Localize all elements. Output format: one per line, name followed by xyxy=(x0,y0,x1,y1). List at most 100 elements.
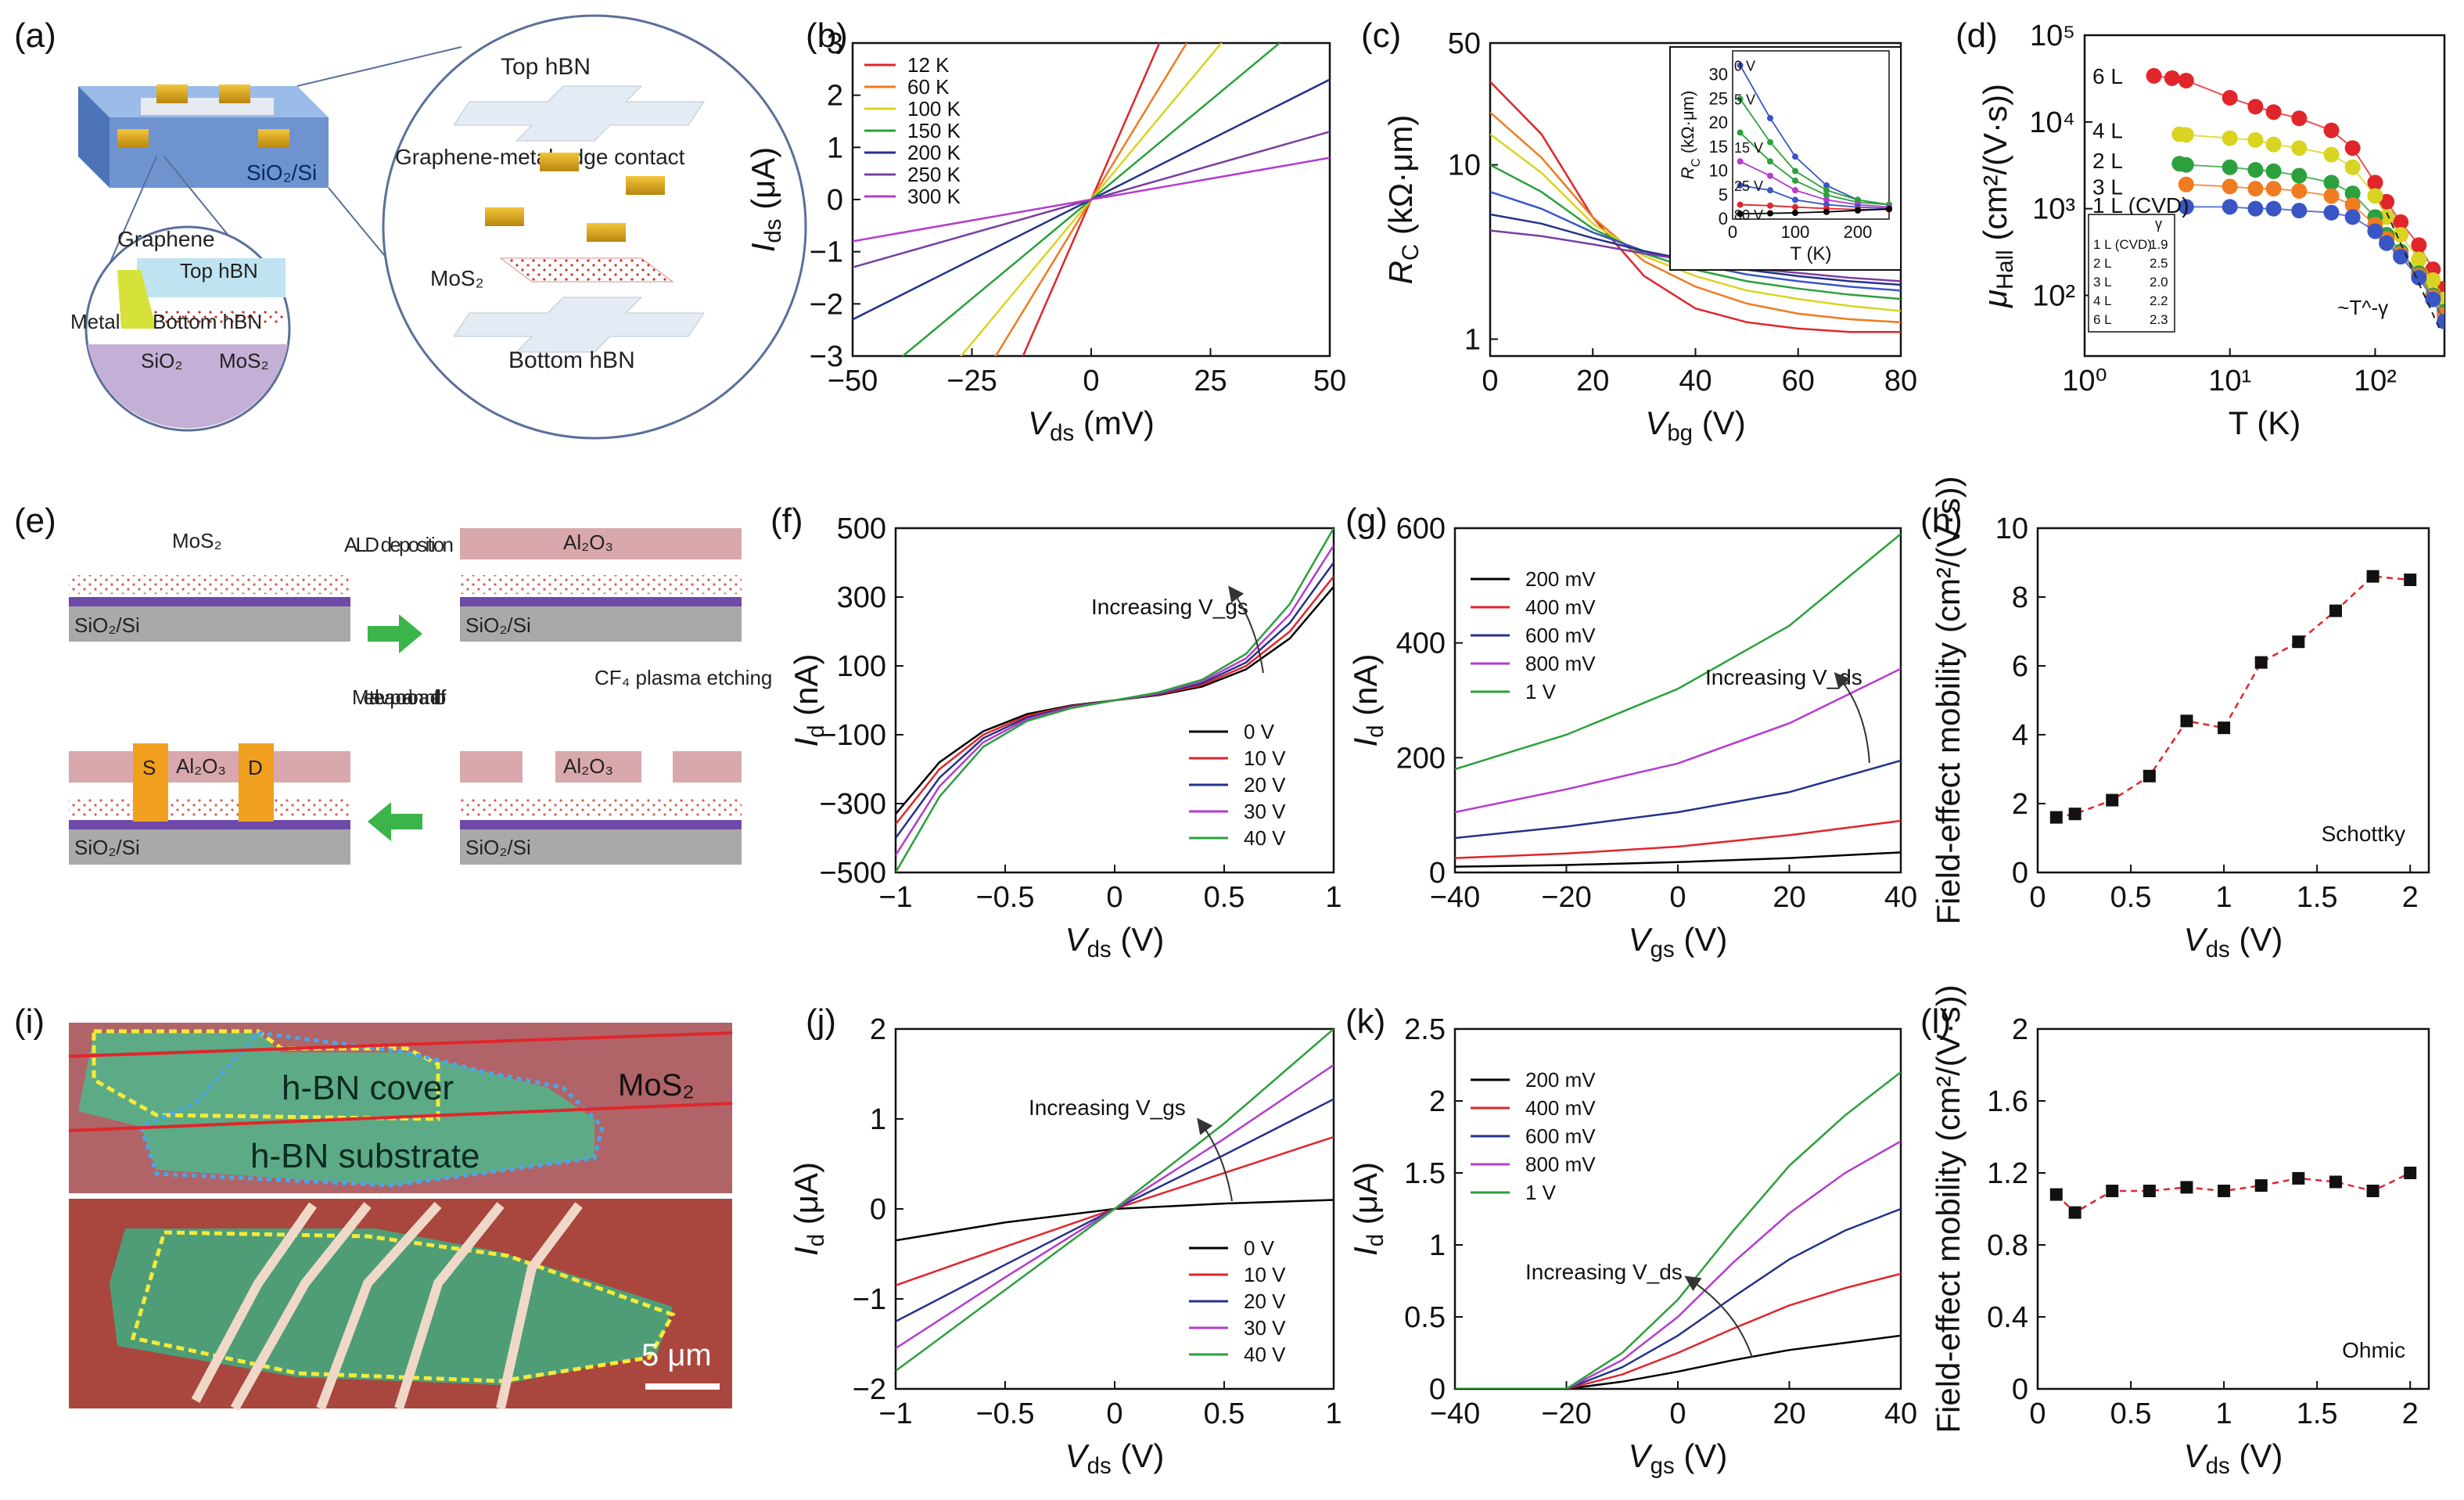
panel-label-i: (i) xyxy=(14,1002,45,1041)
table-header: γ xyxy=(2155,216,2162,232)
contact-pad xyxy=(117,129,149,148)
regime-label: Schottky xyxy=(2322,822,2405,846)
series-line xyxy=(896,1029,1334,1372)
data-point xyxy=(2049,811,2063,824)
legend-label: 12 K xyxy=(907,53,950,77)
y-tick-label: −3 xyxy=(810,340,843,373)
dielectric-3 xyxy=(460,820,742,829)
inset-series-label: 25 V xyxy=(1734,178,1763,194)
y-tick-label: 0 xyxy=(1429,857,1446,890)
inset-data-point xyxy=(1792,203,1798,210)
data-point xyxy=(2143,769,2156,782)
y-tick-label: 0 xyxy=(1429,1373,1446,1406)
inset-data-point xyxy=(1767,187,1773,194)
chart-k: −40 −20 0 20 40 0 0.5 1 1.5 2 2.5 Vgs (V) Id (μA) 200… xyxy=(1347,1013,1917,1479)
data-point xyxy=(2265,104,2282,121)
label-hbn-substrate: h-BN substrate xyxy=(250,1137,480,1175)
y-tick-label: 1.6 xyxy=(1987,1085,2028,1118)
inset-y-tick-label: 20 xyxy=(1709,113,1728,132)
y-tick-label: 10⁴ xyxy=(2029,106,2075,139)
contact-pad xyxy=(156,85,188,103)
y-tick-label: 10⁵ xyxy=(2030,20,2075,52)
x-tick-label: 1 xyxy=(1325,881,1342,914)
h-bn-cover-outline xyxy=(92,1029,440,1121)
x-tick-label: −0.5 xyxy=(975,1397,1034,1430)
data-point xyxy=(2404,574,2417,586)
x-tick-label: −1 xyxy=(878,881,912,914)
inset-data-point xyxy=(1823,208,1830,215)
inset-data-point xyxy=(1737,201,1744,208)
panel-label-a: (a) xyxy=(14,16,56,55)
legend-label: 800 mV xyxy=(1525,1153,1596,1176)
data-point xyxy=(2146,67,2162,84)
legend-label: 10 V xyxy=(1244,1263,1286,1286)
series-line xyxy=(853,156,1330,243)
x-tick-label: 10² xyxy=(2354,365,2397,397)
x-tick-label: 20 xyxy=(1576,365,1609,397)
schematic-a: SiO₂/Si Top hBN Graphene-metal edge cont… xyxy=(70,14,807,440)
data-point xyxy=(2344,197,2361,214)
y-tick-label: 1 xyxy=(1464,323,1481,356)
label-al2o3-e4: Al₂O₃ xyxy=(176,754,226,778)
data-point xyxy=(2323,188,2340,204)
plot-area xyxy=(1455,1071,1901,1389)
inset-series-line xyxy=(1740,203,1889,210)
inset-series-line xyxy=(1740,208,1890,215)
regime-label: Ohmic xyxy=(2342,1338,2405,1362)
inset-series-label: 15 V xyxy=(1734,140,1763,156)
data-point xyxy=(2247,162,2264,178)
legend-label: 600 mV xyxy=(1525,1124,1596,1148)
series-line xyxy=(896,528,1334,872)
label-bottom-hbn: Bottom hBN xyxy=(508,347,635,373)
bottom-hbn-layer xyxy=(453,297,705,353)
series-line xyxy=(1455,851,1901,868)
x-axis-label: Vds (V) xyxy=(2184,1437,2283,1479)
y-tick-label: 10² xyxy=(2032,280,2075,313)
inset-data-point xyxy=(1792,177,1798,184)
data-point xyxy=(2379,209,2395,225)
data-point xyxy=(2425,291,2441,308)
y-axis-label: Id (μA) xyxy=(788,1162,829,1256)
legend-label: 150 K xyxy=(907,119,961,142)
cross-section-mos2 xyxy=(153,309,286,325)
mos2-edge-line xyxy=(68,1102,733,1132)
inset-y-tick-label: 30 xyxy=(1709,65,1728,85)
al2o3-layer-4 xyxy=(69,751,350,782)
x-tick-label: 2 xyxy=(2402,1397,2419,1430)
dielectric-2 xyxy=(460,597,742,606)
panel-label-f: (f) xyxy=(770,502,803,540)
table-cell: 2.5 xyxy=(2150,256,2168,271)
data-point xyxy=(2292,1171,2305,1185)
table-cell: 2 L xyxy=(2093,256,2112,271)
y-tick-label: 0.8 xyxy=(1987,1229,2028,1262)
y-tick-label: −500 xyxy=(819,857,886,890)
cross-section-sio2 xyxy=(88,344,288,429)
x-tick-label: 0 xyxy=(2029,881,2046,914)
electrode-lead xyxy=(191,1202,317,1403)
scale-bar xyxy=(645,1383,720,1390)
y-tick-label: 200 xyxy=(1396,742,1446,775)
y-tick-label: 1 xyxy=(870,1103,886,1136)
x-tick-label: 0 xyxy=(1669,881,1686,914)
data-point xyxy=(2344,185,2361,202)
trend-arrow xyxy=(1228,585,1264,674)
inset-data-point xyxy=(1823,182,1830,189)
y-tick-label: 2.5 xyxy=(1404,1013,1446,1046)
gamma-table xyxy=(2088,214,2175,333)
inset-x-axis-label: T (K) xyxy=(1791,243,1832,264)
y-tick-label: −1 xyxy=(853,1283,886,1316)
data-point xyxy=(2178,156,2194,173)
x-tick-label: 0.5 xyxy=(2110,1397,2152,1430)
inset-data-point xyxy=(1737,129,1744,136)
label-bottom-hbn-small: Bottom hBN xyxy=(153,310,262,333)
contact-pad xyxy=(219,85,250,103)
data-point xyxy=(2323,146,2340,163)
y-axis-label: RC (kΩ·μm) xyxy=(1382,115,1424,285)
data-point xyxy=(2291,203,2308,219)
data-point xyxy=(2344,159,2361,175)
data-point xyxy=(2178,72,2194,88)
plot-area xyxy=(896,1029,1334,1372)
y-tick-label: −100 xyxy=(819,719,886,752)
scale-bar-label: 5 μm xyxy=(641,1338,712,1372)
data-point xyxy=(2404,1167,2417,1179)
